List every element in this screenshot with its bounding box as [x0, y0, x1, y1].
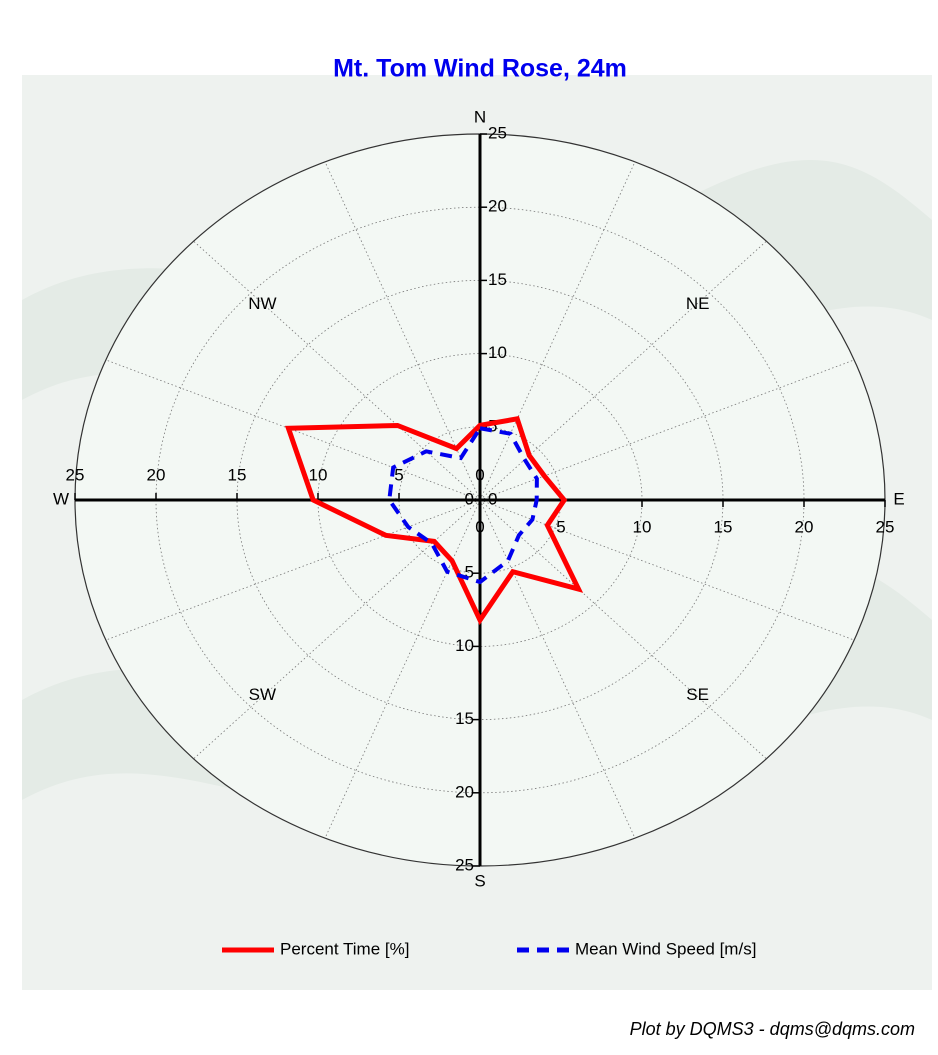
spoke — [479, 359, 855, 501]
r-tick-label: 25 — [488, 123, 507, 142]
direction-label: NW — [248, 294, 276, 313]
spoke — [479, 499, 767, 760]
spoke — [105, 359, 481, 501]
footer: Plot by DQMS3 - dqms@dqms.com — [630, 1019, 915, 1039]
r-tick-label: 15 — [228, 465, 247, 484]
r-tick-label: 15 — [488, 270, 507, 289]
direction-label: N — [474, 107, 486, 126]
legend-label: Mean Wind Speed [m/s] — [575, 939, 756, 958]
r-tick-label: 10 — [488, 343, 507, 362]
r-tick-label: 20 — [795, 517, 814, 536]
r-tick-label: 10 — [309, 465, 328, 484]
direction-label: SW — [249, 685, 276, 704]
r-tick-label: 5 — [465, 563, 474, 582]
r-tick-label: 10 — [455, 636, 474, 655]
r-tick-label: 5 — [488, 416, 497, 435]
spoke — [105, 499, 481, 641]
legend-label: Percent Time [%] — [280, 939, 409, 958]
chart-title: Mt. Tom Wind Rose, 24m — [333, 55, 627, 83]
r-tick-label: 15 — [455, 709, 474, 728]
direction-label: W — [53, 489, 69, 508]
series-line — [387, 426, 539, 585]
r-tick-label: 15 — [714, 517, 733, 536]
r-tick-label: 20 — [488, 197, 507, 216]
direction-label: NE — [686, 294, 710, 313]
r-tick-label: 25 — [876, 517, 895, 536]
r-tick-label: 0 — [488, 489, 497, 508]
direction-label: E — [893, 489, 904, 508]
direction-label: SE — [686, 685, 709, 704]
series-line — [284, 416, 584, 626]
spoke — [479, 499, 855, 641]
r-tick-label: 25 — [66, 465, 85, 484]
direction-label: S — [474, 871, 485, 890]
spoke — [193, 240, 481, 501]
r-tick-label: 20 — [147, 465, 166, 484]
r-tick-label: 25 — [455, 855, 474, 874]
r-tick-label: 10 — [633, 517, 652, 536]
r-tick-label: 0 — [475, 517, 484, 536]
r-tick-label: 5 — [394, 465, 403, 484]
r-tick-label: 0 — [465, 489, 474, 508]
r-tick-label: 20 — [455, 782, 474, 801]
r-tick-label: 0 — [475, 465, 484, 484]
r-tick-label: 5 — [556, 517, 565, 536]
